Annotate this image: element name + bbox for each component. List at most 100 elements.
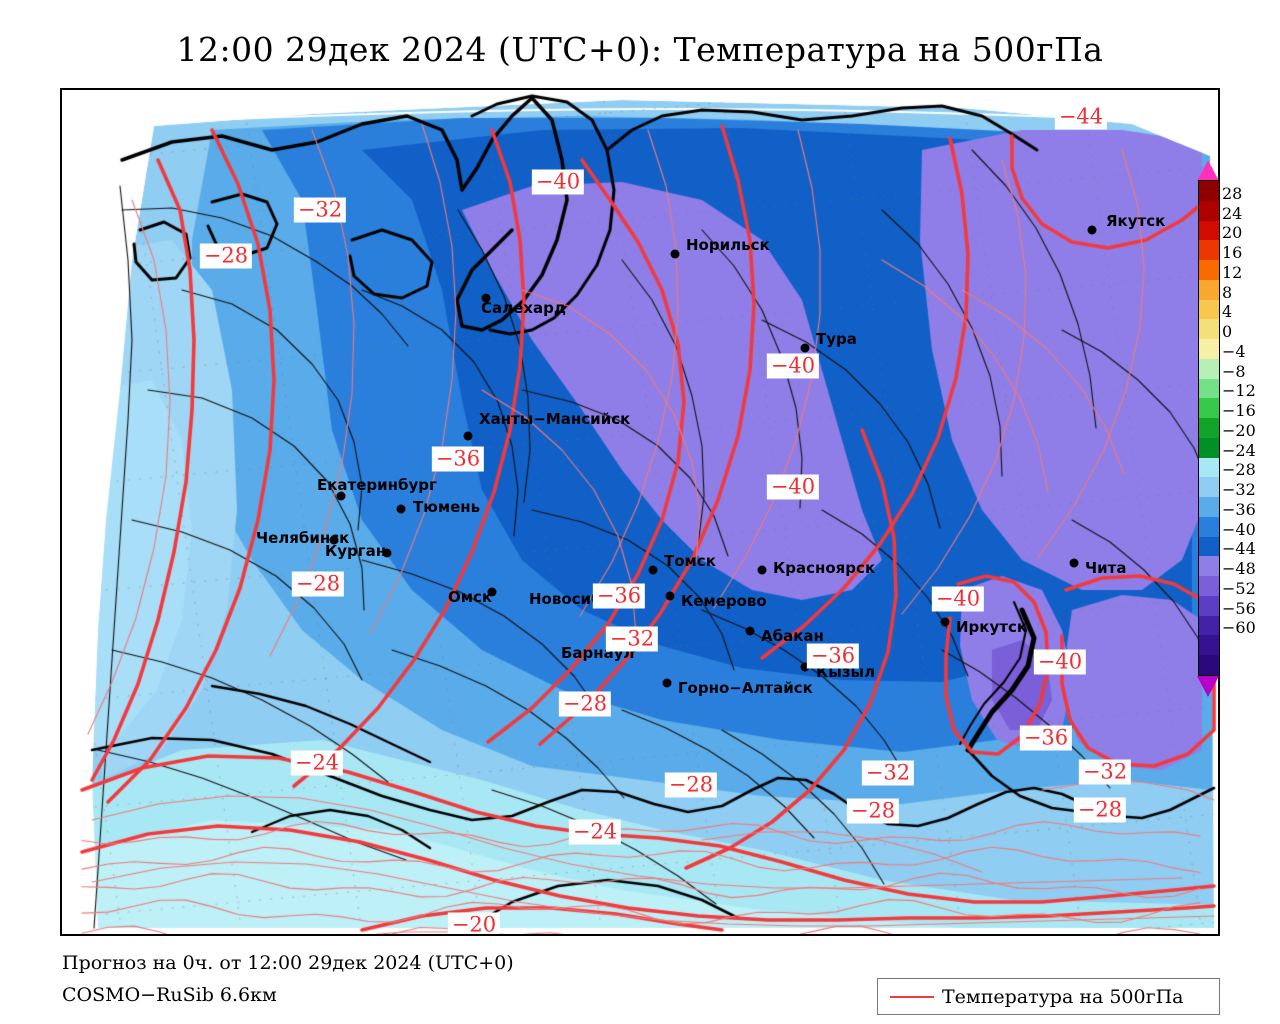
colorbar-band [1199, 181, 1219, 201]
city-label: Омск [448, 588, 493, 606]
contour-value-label: −44 [1054, 104, 1108, 130]
city-label: Кемерово [681, 592, 767, 610]
colorbar-tick-label: −16 [1222, 401, 1256, 421]
city-dot-icon [396, 504, 406, 514]
forecast-info-line: Прогноз на 0ч. от 12:00 29дек 2024 (UTC+… [62, 952, 514, 974]
colorbar-tick-label: −40 [1222, 519, 1256, 539]
city-label: Тюмень [413, 498, 481, 516]
city-label: Норильск [686, 236, 770, 254]
colorbar-band [1199, 200, 1219, 221]
city-label: Тура [816, 330, 857, 348]
colorbar-band [1199, 339, 1219, 359]
city-dot-icon [487, 587, 497, 597]
city-label: Салехард [481, 299, 566, 317]
contour-value-label: −40 [766, 474, 820, 500]
model-info-line: COSMO−RuSib 6.6км [62, 984, 277, 1006]
contour-value-label: −32 [293, 197, 347, 223]
colorbar-band [1199, 615, 1219, 636]
colorbar-tick-label: −44 [1222, 539, 1256, 559]
contour-value-label: −28 [199, 243, 253, 269]
colorbar-band [1199, 536, 1219, 557]
contour-value-label: −24 [568, 819, 622, 845]
city-dot-icon [648, 565, 658, 575]
colorbar-band [1199, 457, 1219, 478]
city-label: Горно−Алтайск [678, 679, 813, 697]
colorbar-tick-label: −4 [1222, 341, 1246, 361]
page-title: 12:00 29дек 2024 (UTC+0): Температура на… [176, 30, 1104, 69]
colorbar-tick-label: −8 [1222, 361, 1246, 381]
temperature-field-canvas [62, 90, 1218, 934]
city-dot-icon [745, 626, 755, 636]
city-dot-icon [800, 662, 810, 672]
contour-value-label: −40 [931, 586, 985, 612]
colorbar-tick-label: −52 [1222, 578, 1256, 598]
contour-value-label: −24 [290, 750, 344, 776]
colorbar-band [1199, 556, 1219, 576]
colorbar-band [1199, 398, 1219, 418]
colorbar-band [1199, 655, 1219, 675]
map-frame: Якутск Норильск Салехард Тура Ханты−Мансийск… [60, 88, 1220, 936]
city-label: Курган [325, 542, 387, 560]
colorbar-tick-label: −20 [1222, 420, 1256, 440]
city-dot-icon [1087, 225, 1097, 235]
contour-value-label: −20 [447, 912, 501, 934]
colorbar-tick-label: 12 [1222, 262, 1243, 282]
colorbar-tick-label: 8 [1222, 282, 1233, 302]
city-dot-icon [336, 491, 346, 501]
colorbar-tick-label: −12 [1222, 381, 1256, 401]
city-dot-icon [463, 431, 473, 441]
city-dot-icon [382, 548, 392, 558]
legend-label: Температура на 500гПа [942, 986, 1184, 1008]
colorbar-band [1199, 279, 1219, 300]
colorbar-tick-label: −28 [1222, 460, 1256, 480]
city-dot-icon [940, 617, 950, 627]
colorbar-over-arrow-icon [1197, 160, 1219, 181]
colorbar-under-arrow-icon [1197, 676, 1219, 697]
contour-value-label: −40 [531, 169, 585, 195]
city-label: Челябинск [256, 529, 350, 547]
city-dot-icon [665, 591, 675, 601]
contour-value-label: −32 [605, 626, 659, 652]
colorbar-tick-label: −24 [1222, 440, 1256, 460]
colorbar-band [1199, 477, 1219, 497]
colorbar-band [1199, 260, 1219, 280]
colorbar-band [1199, 576, 1219, 596]
colorbar-tick-label: 20 [1222, 223, 1243, 243]
colorbar-tick-label: −60 [1222, 618, 1256, 638]
colorbar-tick-label: 28 [1222, 183, 1243, 203]
contour-value-label: −32 [861, 760, 915, 786]
city-label: Якутск [1106, 212, 1166, 230]
colorbar-band [1199, 497, 1219, 517]
colorbar-tick-label: 24 [1222, 203, 1243, 223]
contour-value-label: −36 [592, 583, 646, 609]
city-label: Красноярск [773, 559, 876, 577]
colorbar-ticks: 28 24 20 16 12 8 4 0 −4 −8 −12 −16 −20 −24 −28 −32 −36 −4… [1222, 170, 1280, 690]
colorbar-band [1199, 240, 1219, 260]
city-dot-icon [800, 343, 810, 353]
contour-value-label: −28 [846, 798, 900, 824]
contour-value-label: −40 [1033, 649, 1087, 675]
contour-value-label: −28 [1073, 797, 1127, 823]
contour-value-label: −32 [1078, 759, 1132, 785]
contour-value-label: −28 [558, 691, 612, 717]
colorbar-tick-label: −32 [1222, 480, 1256, 500]
colorbar-tick-label: −56 [1222, 598, 1256, 618]
city-label: Ханты−Мансийск [479, 410, 631, 428]
colorbar-band [1199, 437, 1219, 458]
city-label: Иркутск [956, 618, 1028, 636]
city-dot-icon [481, 293, 491, 303]
contour-value-label: −28 [291, 571, 345, 597]
city-dot-icon [670, 249, 680, 259]
colorbar-band [1199, 595, 1219, 616]
contour-value-label: −36 [1019, 725, 1073, 751]
colorbar-band [1199, 319, 1219, 339]
contour-value-label: −28 [664, 772, 718, 798]
colorbar-band [1199, 418, 1219, 438]
colorbar-band [1199, 299, 1219, 320]
colorbar-band [1199, 220, 1219, 241]
city-dot-icon [1069, 558, 1079, 568]
city-label: Чита [1085, 559, 1127, 577]
city-label: Екатеринбург [317, 476, 437, 494]
colorbar-tick-label: 4 [1222, 302, 1233, 322]
